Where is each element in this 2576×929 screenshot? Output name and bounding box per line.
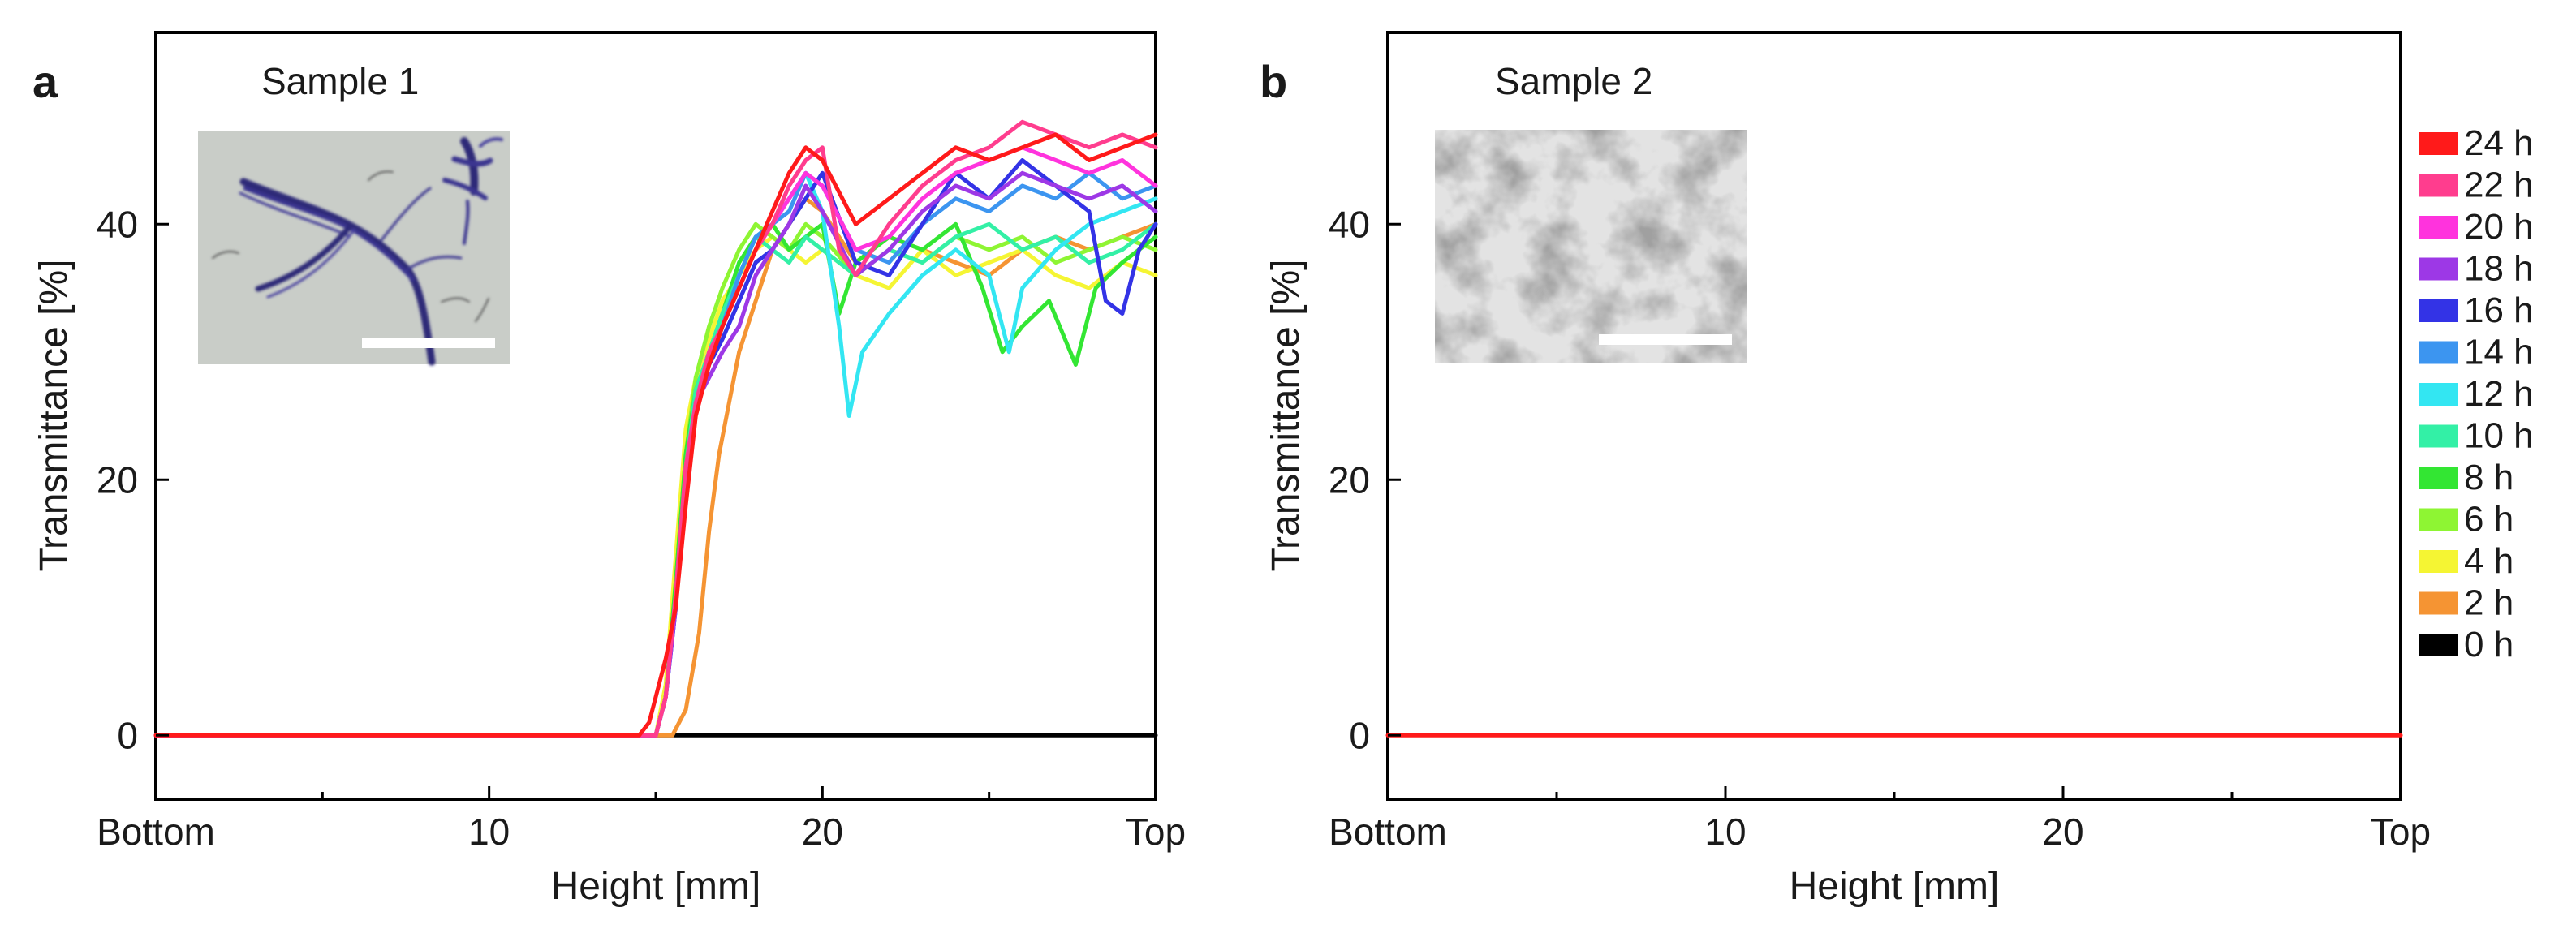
sample2-label: Sample 2 [1495,60,1652,102]
y-tick-label: 0 [1349,714,1370,756]
panel-b-letter: b [1260,56,1287,107]
y-tick-label: 20 [97,458,138,501]
y-ticks-b: 0 20 40 [1329,203,1401,756]
panel-a-letter: a [32,56,58,107]
legend-swatch [2419,132,2458,155]
legend-label: 12 h [2464,374,2534,414]
legend-label: 22 h [2464,166,2534,205]
sample1-label: Sample 1 [261,60,419,102]
x-ticks-b: Bottom 10 20 Top [1329,786,2431,853]
legend-label: 10 h [2464,416,2534,456]
x-tick-label: Bottom [97,811,215,853]
panel-b: b Sample 2 Bottom 10 20 Top 0 20 40 Height [m… [1260,31,2431,908]
y-tick-label: 0 [117,714,138,756]
legend-swatch [2419,299,2458,322]
legend-label: 4 h [2464,541,2514,581]
legend: 24 h22 h20 h18 h16 h14 h12 h10 h8 h6 h4 … [2419,123,2534,664]
y-ticks-a: 0 20 40 [97,203,169,756]
series-line-4h [153,234,1158,738]
y-axis-title-b: Transmittance [%] [1264,259,1307,571]
legend-label: 8 h [2464,458,2514,497]
x-axis-title-b: Height [mm] [1790,865,2000,908]
x-ticks-a: Bottom 10 20 Top [97,786,1186,853]
sample1-micrograph [198,131,510,366]
legend-swatch [2419,424,2458,448]
series-group-a [153,119,1158,738]
series-line-24h [153,132,1158,738]
y-tick-label: 40 [97,203,138,245]
legend-label: 2 h [2464,583,2514,623]
y-tick-label: 20 [1329,458,1370,501]
legend-swatch [2419,341,2458,364]
x-tick-label: 10 [1704,811,1746,853]
x-tick-label: Top [1126,811,1186,853]
legend-swatch [2419,257,2458,281]
legend-swatch [2419,591,2458,615]
x-tick-label: Top [2371,811,2431,853]
x-tick-label: 20 [2042,811,2083,853]
legend-swatch [2419,508,2458,531]
x-tick-label: 10 [468,811,510,853]
legend-label: 6 h [2464,500,2514,540]
y-axis-title-a: Transmittance [%] [32,259,75,571]
legend-swatch [2419,634,2458,656]
series-line-22h [153,119,1158,738]
legend-swatch [2419,216,2458,239]
sample2-micrograph [1435,130,1747,363]
x-tick-label: 20 [802,811,843,853]
legend-label: 14 h [2464,333,2534,372]
legend-swatch [2419,550,2458,573]
legend-swatch [2419,467,2458,489]
legend-label: 24 h [2464,123,2534,163]
legend-swatch [2419,383,2458,406]
x-axis-title-a: Height [mm] [551,865,761,908]
x-tick-label: Bottom [1329,811,1447,853]
legend-label: 18 h [2464,249,2534,289]
panel-a: a S [32,31,1186,908]
legend-label: 20 h [2464,207,2534,247]
legend-swatch [2419,174,2458,197]
y-tick-label: 40 [1329,203,1370,245]
legend-label: 16 h [2464,290,2534,330]
legend-label: 0 h [2464,625,2514,664]
